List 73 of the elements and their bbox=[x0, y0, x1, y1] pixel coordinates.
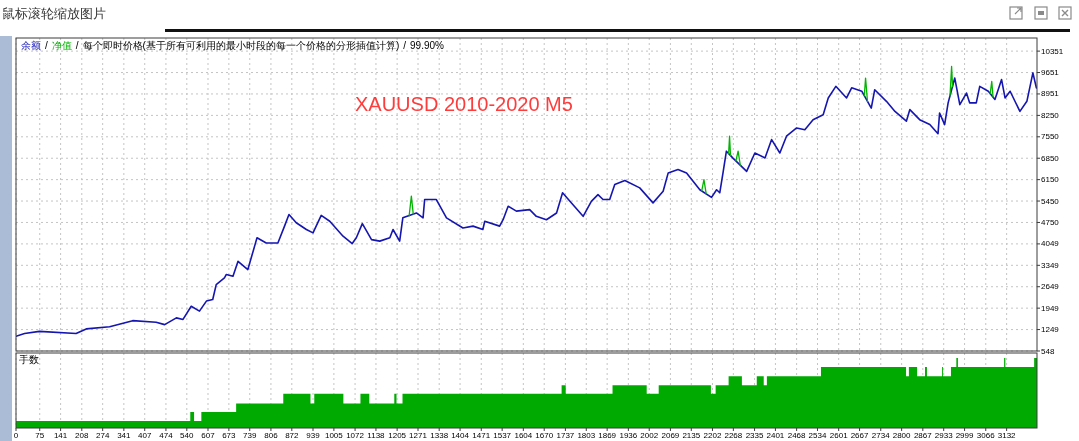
x-tick-label: 2335 bbox=[745, 431, 764, 440]
x-tick-label: 1138 bbox=[367, 431, 386, 440]
x-tick-label: 1005 bbox=[324, 431, 344, 440]
x-tick-label: 2734 bbox=[871, 431, 891, 440]
annotation: / bbox=[403, 40, 407, 51]
y-tick-label: 548 bbox=[1041, 346, 1055, 356]
x-tick-label: 3066 bbox=[976, 431, 996, 440]
x-tick-label: 2933 bbox=[934, 431, 954, 440]
x-tick-label: 208 bbox=[75, 431, 90, 440]
x-tick-label: 2135 bbox=[682, 431, 701, 440]
x-tick-label: 474 bbox=[159, 431, 174, 440]
x-tick-label: 1072 bbox=[346, 431, 365, 440]
x-tick-label: 1471 bbox=[472, 431, 491, 440]
y-tick-label: 4049 bbox=[1041, 239, 1060, 249]
x-tick-label: 1271 bbox=[409, 431, 428, 440]
x-tick-label: 2867 bbox=[913, 431, 933, 440]
x-tick-label: 1803 bbox=[577, 431, 596, 440]
y-tick-label: 9651 bbox=[1041, 68, 1060, 78]
x-tick-label: 341 bbox=[117, 431, 132, 440]
x-tick-label: 1670 bbox=[535, 431, 554, 440]
y-tick-label: 10351 bbox=[1041, 46, 1064, 56]
x-tick-label: 673 bbox=[222, 431, 237, 440]
x-tick-label: 75 bbox=[35, 431, 45, 440]
x-tick-label: 0 bbox=[13, 431, 19, 440]
x-tick-label: 2601 bbox=[829, 431, 849, 440]
x-tick-label: 2002 bbox=[640, 431, 659, 440]
x-tick-label: 872 bbox=[285, 431, 300, 440]
text: 余额 bbox=[21, 40, 41, 51]
x-tick-label: 2534 bbox=[808, 431, 827, 440]
y-tick-label: 4750 bbox=[1041, 217, 1060, 227]
x-tick-label: 2202 bbox=[703, 431, 722, 440]
x-tick-label: 2468 bbox=[787, 431, 807, 440]
y-tick-label: 8951 bbox=[1041, 89, 1060, 99]
x-tick-label: 2667 bbox=[850, 431, 870, 440]
annotation: 每个即时价格(基于所有可利用的最小时段的每一个价格的分形插值计算) bbox=[82, 40, 400, 51]
text: 鼠标滚轮缩放图片 bbox=[2, 6, 106, 21]
annotation: / bbox=[45, 40, 48, 51]
x-tick-label: 141 bbox=[53, 431, 68, 440]
x-tick-label: 939 bbox=[306, 431, 321, 440]
x-tick-label: 2800 bbox=[892, 431, 912, 440]
x-tick-label: 607 bbox=[201, 431, 216, 440]
x-tick-label: 274 bbox=[95, 431, 110, 440]
x-tick-label: 1338 bbox=[430, 431, 449, 440]
y-tick-label: 3349 bbox=[1041, 260, 1060, 270]
x-tick-label: 806 bbox=[264, 431, 279, 440]
x-tick-label: 2268 bbox=[724, 431, 743, 440]
x-tick-label: 1205 bbox=[388, 431, 407, 440]
x-tick-label: 540 bbox=[180, 431, 195, 440]
x-tick-label: 2401 bbox=[766, 431, 785, 440]
x-tick-label: 3132 bbox=[997, 431, 1017, 440]
x-tick-label: 1404 bbox=[451, 431, 470, 440]
x-tick-label: 1604 bbox=[514, 431, 533, 440]
chart-title: 手数 bbox=[19, 354, 39, 365]
annotation: / bbox=[75, 40, 79, 51]
y-tick-label: 6850 bbox=[1041, 153, 1060, 163]
y-tick-label: 5450 bbox=[1041, 196, 1060, 206]
y-tick-label: 7550 bbox=[1041, 132, 1060, 142]
text: XAUUSD 2010-2020 M5 bbox=[355, 93, 573, 115]
x-tick-label: 2069 bbox=[661, 431, 680, 440]
x-tick-label: 1936 bbox=[619, 431, 638, 440]
x-tick-label: 739 bbox=[243, 431, 257, 440]
annotation: 99.90% bbox=[410, 40, 445, 51]
y-tick-label: 1949 bbox=[1041, 303, 1060, 313]
y-tick-label: 2649 bbox=[1041, 282, 1060, 292]
line-series bbox=[16, 72, 1037, 338]
x-tick-label: 407 bbox=[138, 431, 152, 440]
x-tick-label: 1869 bbox=[598, 431, 617, 440]
x-tick-label: 2999 bbox=[955, 431, 975, 440]
x-tick-label: 1737 bbox=[556, 431, 575, 440]
y-tick-label: 1249 bbox=[1041, 325, 1060, 335]
x-tick-label: 1537 bbox=[493, 431, 512, 440]
y-tick-label: 6150 bbox=[1041, 175, 1060, 185]
y-tick-label: 8250 bbox=[1041, 110, 1060, 120]
